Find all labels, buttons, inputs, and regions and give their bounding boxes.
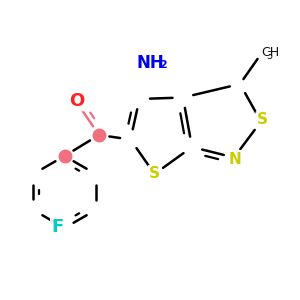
Text: NH: NH <box>136 54 164 72</box>
Text: S: S <box>257 112 268 128</box>
Text: N: N <box>229 152 242 166</box>
Text: 2: 2 <box>160 60 167 70</box>
Text: F: F <box>52 218 64 236</box>
Text: CH: CH <box>261 46 279 59</box>
Text: O: O <box>69 92 84 110</box>
Text: S: S <box>149 167 160 182</box>
Text: 3: 3 <box>266 50 272 61</box>
